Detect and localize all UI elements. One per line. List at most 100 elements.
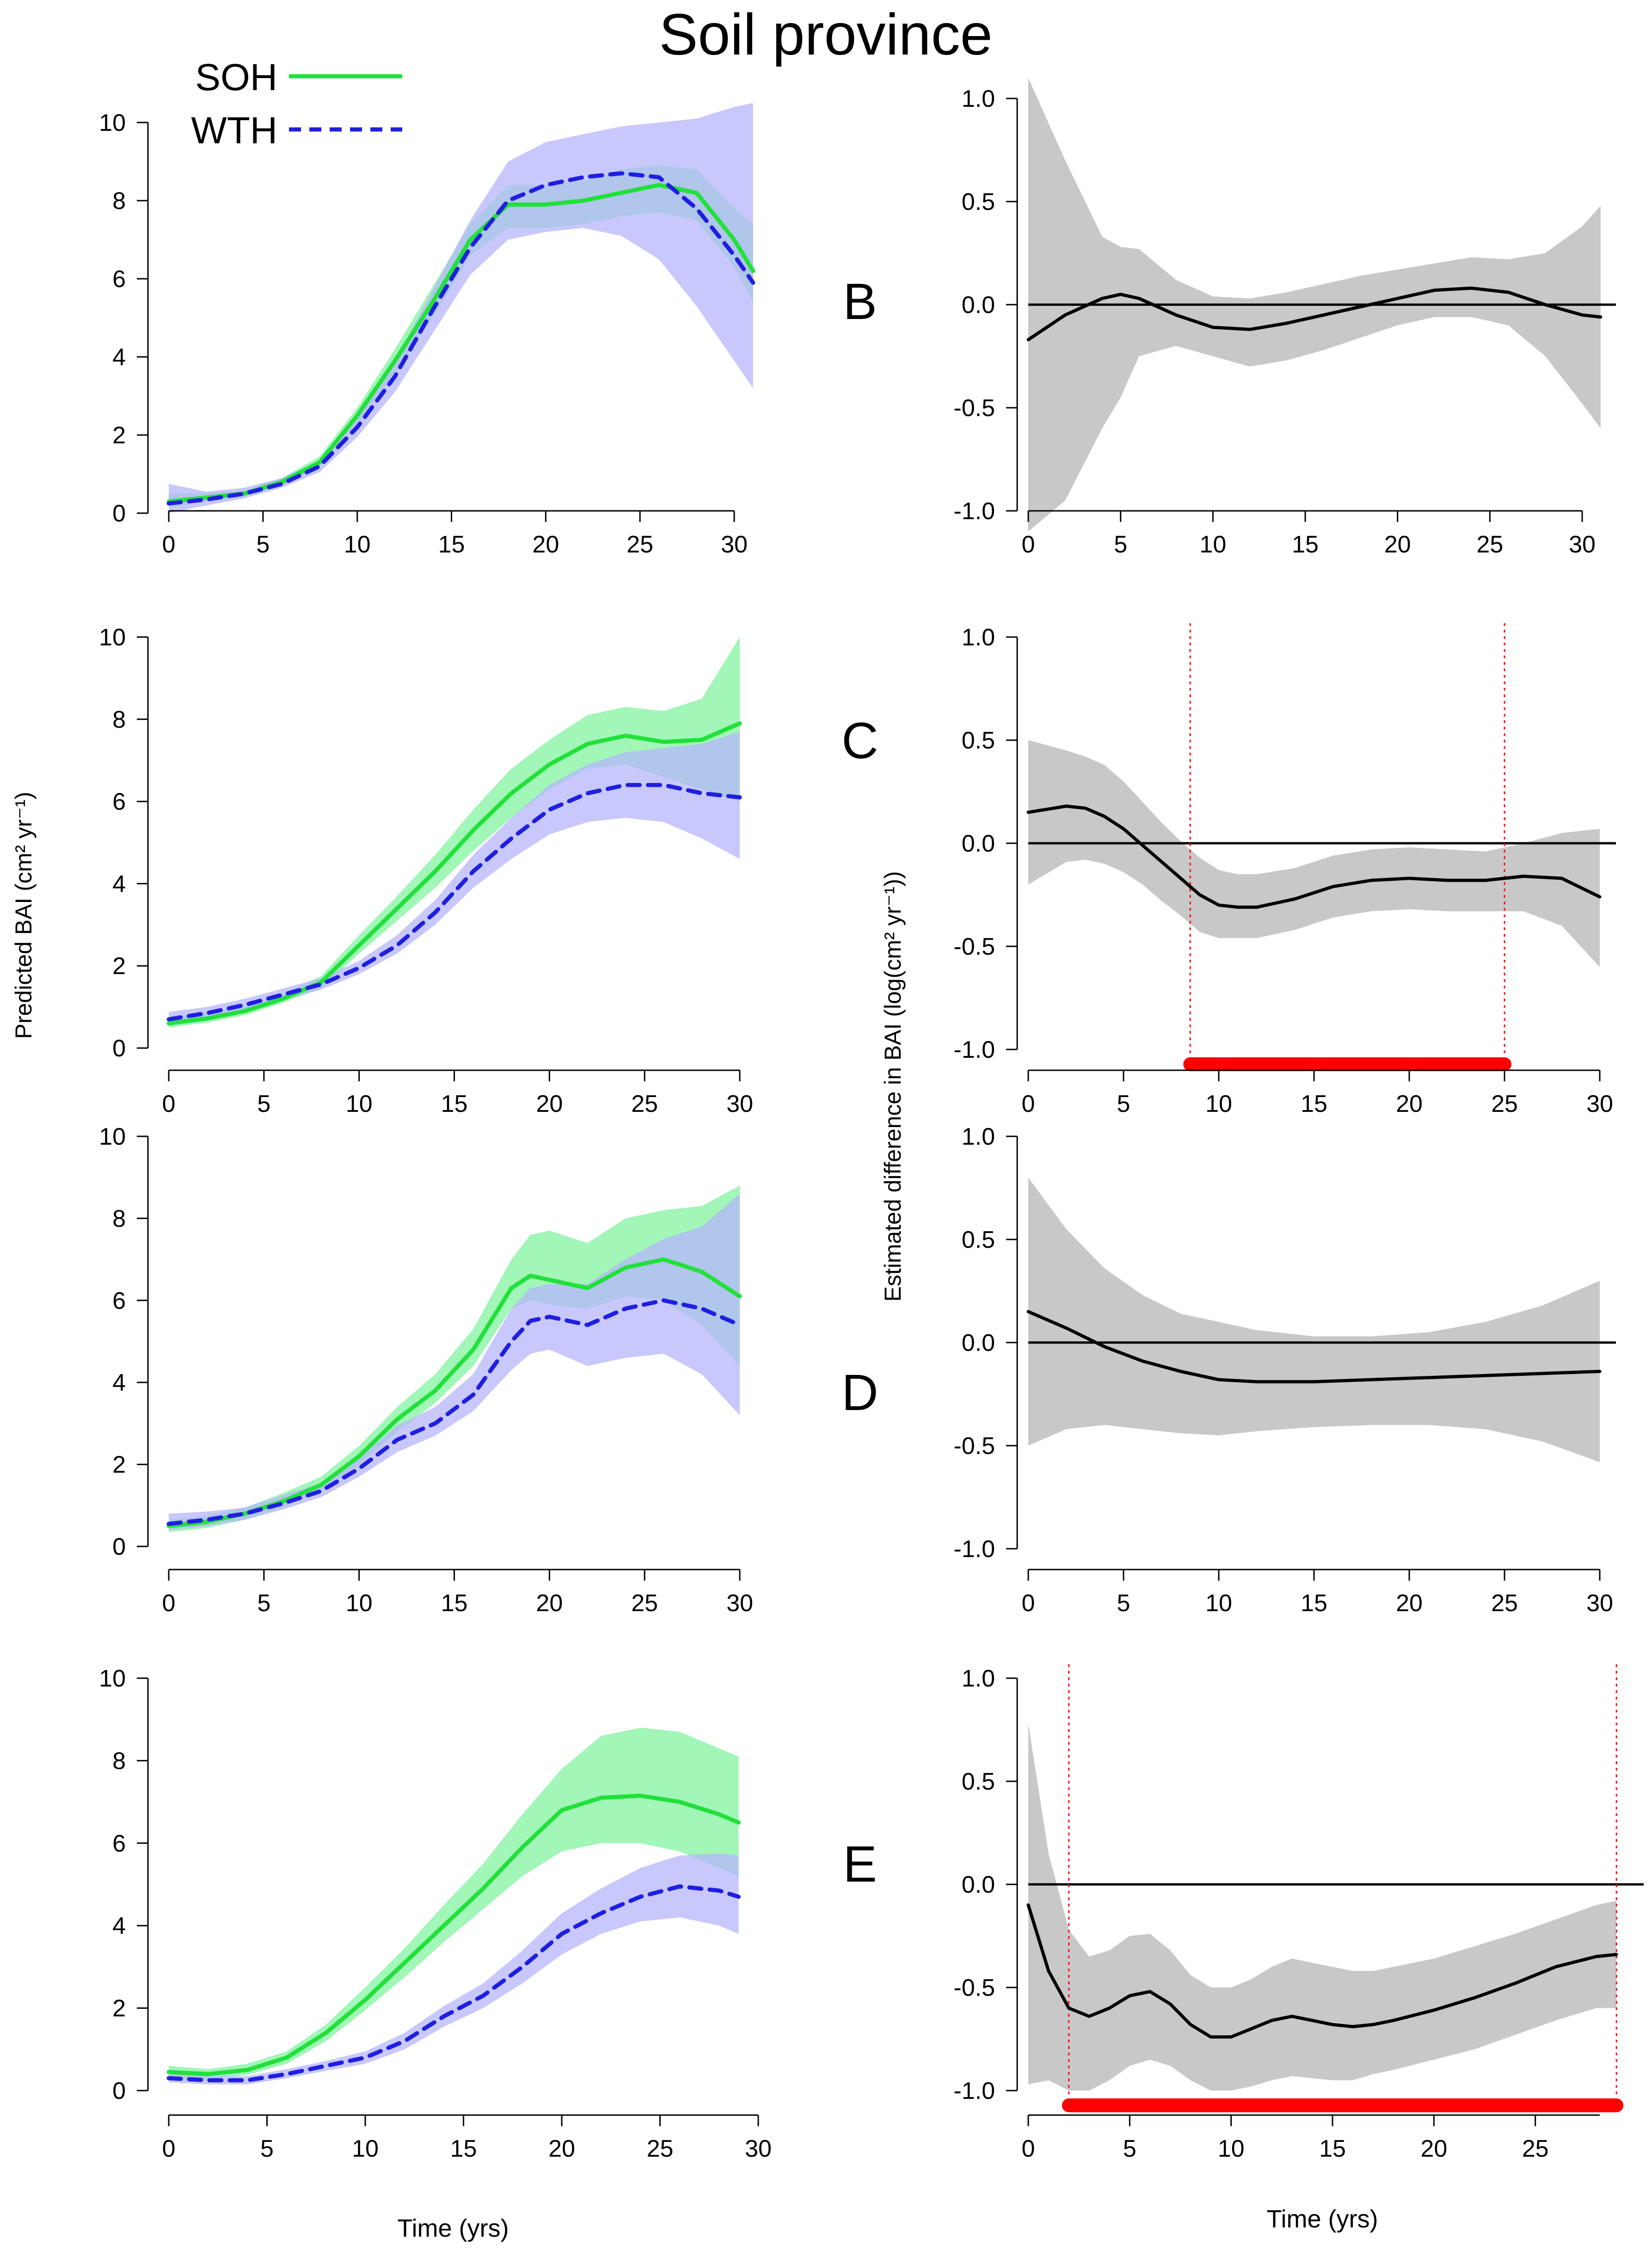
y-tick-label: 0.5	[962, 1768, 995, 1795]
y-tick-label: 0	[112, 1533, 126, 1560]
y-tick-label: 4	[112, 1369, 126, 1396]
y-tick-label: -0.5	[953, 1433, 995, 1460]
y-tick-label: -1.0	[953, 2078, 995, 2104]
line-wth	[166, 1884, 741, 2083]
x-tick-label: 5	[1117, 1590, 1130, 1617]
x-tick-label: 0	[1022, 2135, 1035, 2162]
ci-band-wth	[169, 1853, 739, 2085]
ci-band-soh	[169, 1728, 739, 2079]
y-tick-label: 10	[99, 1665, 126, 1692]
y-tick-label: 0.0	[962, 1330, 995, 1356]
y-tick-label: 2	[112, 1995, 126, 2022]
x-tick-label: 30	[726, 1590, 753, 1617]
x-tick-label: 20	[536, 1590, 563, 1617]
y-tick-label: 0.0	[962, 830, 995, 857]
ci-band-difference	[1028, 740, 1600, 967]
line-difference	[1026, 1310, 1602, 1384]
panel-right-1: -1.0 -0.5 0.0 0.5 1.0 0 5 10 15 20 25 30 B	[843, 78, 1616, 558]
line-difference	[1026, 286, 1603, 342]
y-tick-label: -1.0	[953, 1536, 995, 1563]
x-tick-label: 25	[1476, 531, 1503, 558]
x-tick-label: 0	[1022, 1590, 1035, 1617]
panel-right-3: -1.0 -0.5 0.0 0.5 1.0 0 5 10 15 20 25 30 D	[841, 1123, 1616, 1617]
x-tick-label: 30	[1586, 1590, 1613, 1617]
ci-band-soh	[169, 637, 740, 1028]
y-tick-label: -0.5	[953, 1975, 995, 2001]
x-tick-label: 15	[1319, 2135, 1346, 2162]
y-tick-label: 6	[112, 266, 126, 293]
x-tick-label: 10	[346, 1590, 373, 1617]
x-tick-label: 25	[631, 1590, 658, 1617]
ci-band-wth	[169, 103, 753, 513]
left-y-axis-label: Predicted BAI (cm² yr⁻¹)	[11, 792, 37, 1039]
panel-label-C: C	[841, 712, 878, 769]
y-tick-label: 8	[112, 1748, 126, 1774]
ci-band-wth	[169, 731, 740, 1026]
panel-left-4: 0 2 4 6 8 10 0 5 10 15 20 25 30	[99, 1665, 772, 2162]
left-x-axis-label: Time (yrs)	[398, 2214, 509, 2242]
x-tick-label: 5	[257, 1091, 270, 1117]
x-tick-label: 25	[1491, 1091, 1518, 1117]
figure-title: Soil province	[659, 2, 992, 67]
x-tick-label: 30	[1569, 531, 1596, 558]
line-difference	[1026, 1903, 1618, 2039]
y-tick-label: 8	[112, 1205, 126, 1232]
panel-left-3: 0 2 4 6 8 10 0 5 10 15 20 25 30	[99, 1123, 753, 1617]
x-tick-label: 15	[441, 1091, 468, 1117]
right-x-axis-label: Time (yrs)	[1267, 2205, 1378, 2233]
y-tick-label: 8	[112, 188, 126, 215]
x-tick-label: 25	[647, 2135, 674, 2162]
line-wth	[166, 171, 755, 506]
legend: SOH WTH	[191, 56, 402, 152]
x-tick-label: 5	[1123, 2135, 1136, 2162]
y-tick-label: 2	[112, 953, 126, 980]
y-tick-label: 1.0	[962, 624, 995, 651]
line-difference	[1026, 804, 1602, 909]
line-wth	[166, 1298, 742, 1526]
x-tick-label: 25	[631, 1091, 658, 1117]
x-tick-label: 20	[532, 531, 559, 558]
y-tick-label: 1.0	[962, 1123, 995, 1150]
y-tick-label: 0.0	[962, 292, 995, 319]
x-tick-label: 5	[1117, 1091, 1130, 1117]
panel-label-B: B	[843, 273, 877, 330]
x-tick-label: 0	[162, 531, 176, 558]
x-tick-label: 20	[1396, 1590, 1423, 1617]
ci-band-soh	[169, 1185, 740, 1532]
x-tick-label: 10	[346, 1091, 373, 1117]
legend-label-soh: SOH	[195, 56, 277, 98]
x-tick-label: 15	[1301, 1590, 1327, 1617]
x-tick-label: 20	[548, 2135, 575, 2162]
x-tick-label: 15	[450, 2135, 477, 2162]
x-tick-label: 20	[1384, 531, 1411, 558]
y-tick-label: 4	[112, 344, 126, 371]
y-tick-label: 0	[112, 500, 126, 527]
x-tick-label: 10	[344, 531, 371, 558]
x-tick-label: 5	[1114, 531, 1127, 558]
x-tick-label: 0	[162, 1590, 176, 1617]
y-tick-label: 10	[99, 624, 126, 651]
x-tick-label: 15	[438, 531, 465, 558]
x-tick-label: 0	[1022, 1091, 1035, 1117]
y-tick-label: 2	[112, 422, 126, 449]
line-soh	[166, 721, 742, 1026]
x-tick-label: 25	[1491, 1590, 1518, 1617]
x-tick-label: 10	[352, 2135, 379, 2162]
panel-right-4: -1.0 -0.5 0.0 0.5 1.0 0 5 10 15 20 25 E	[843, 1664, 1644, 2162]
y-tick-label: 10	[99, 110, 126, 136]
ci-band-difference	[1028, 1178, 1600, 1462]
x-tick-label: 5	[257, 1590, 270, 1617]
line-soh	[166, 1793, 741, 2076]
panel-left-2: 0 2 4 6 8 10 0 5 10 15 20 25 30	[99, 624, 753, 1117]
x-tick-label: 30	[745, 2135, 772, 2162]
y-tick-label: 2	[112, 1452, 126, 1478]
x-tick-label: 10	[1205, 1590, 1232, 1617]
x-tick-label: 20	[1420, 2135, 1447, 2162]
x-tick-label: 0	[162, 2135, 176, 2162]
x-tick-label: 30	[1586, 1091, 1613, 1117]
y-tick-label: 1.0	[962, 86, 995, 112]
y-tick-label: 6	[112, 1830, 126, 1857]
y-tick-label: 0	[112, 2078, 126, 2104]
right-y-axis-label: Estimated difference in BAI (log(cm² yr⁻…	[880, 871, 906, 1301]
